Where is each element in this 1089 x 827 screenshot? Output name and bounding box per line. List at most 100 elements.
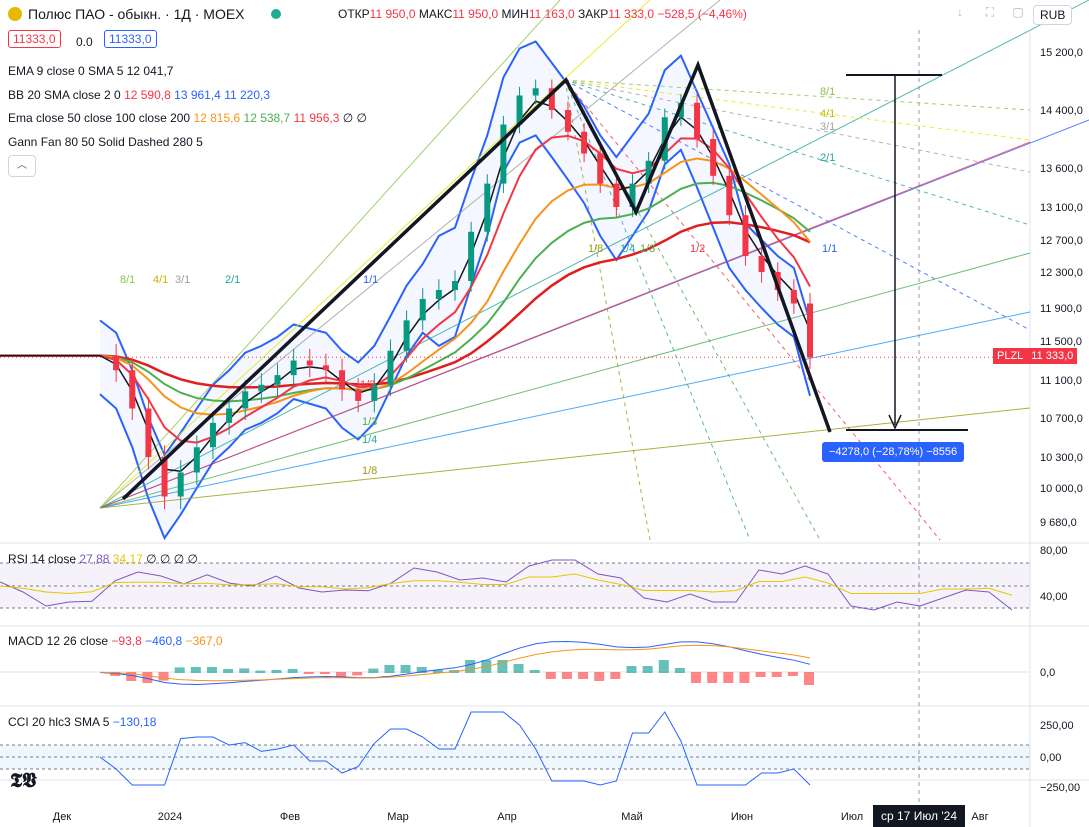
- macd-hist-bar: [126, 672, 137, 681]
- price-axis-label: 10 000,0: [1040, 483, 1083, 495]
- candle-body: [645, 160, 652, 184]
- candle-body: [306, 360, 313, 366]
- ema100-line: [0, 181, 811, 403]
- candle-body: [209, 422, 216, 448]
- rsi-axis-label: 80,00: [1040, 545, 1068, 557]
- tradingview-logo-icon: 𝕿𝖁: [10, 770, 37, 792]
- symbol-name: Полюс ПАО - обыкн. · 1Д · MOEX: [28, 6, 245, 22]
- spread-value: 0.0: [76, 35, 93, 49]
- indicator-gann[interactable]: Gann Fan 80 50 Solid Dashed 280 5: [8, 135, 203, 149]
- macd-hist-bar: [432, 670, 443, 673]
- price-box[interactable]: 11333,0: [8, 30, 61, 48]
- candle-body: [193, 447, 200, 473]
- macd-legend[interactable]: MACD 12 26 close −93,8 −460,8 −367,0: [8, 634, 223, 648]
- gann-fan-line: [99, 0, 651, 509]
- price-axis-label: 13 600,0: [1040, 163, 1083, 175]
- currency-select[interactable]: RUB: [1033, 5, 1073, 25]
- bb-basis-line: [0, 134, 811, 444]
- gann-label: 1/1: [822, 243, 837, 255]
- macd-hist-bar: [223, 669, 234, 673]
- candle-body: [564, 110, 571, 132]
- indicator-ema3[interactable]: Ema close 50 close 100 close 200 12 815,…: [8, 111, 367, 125]
- cci-axis-label: 0,00: [1040, 752, 1061, 764]
- gann-fan-line: [99, 0, 561, 509]
- price-axis-label: 12 700,0: [1040, 235, 1083, 247]
- candle-body: [242, 391, 249, 409]
- indicator-ema[interactable]: EMA 9 close 0 SMA 5 12 041,7: [8, 64, 174, 78]
- gann-label: 2/1: [225, 274, 240, 286]
- candle-body: [435, 290, 442, 299]
- gann-fan-dashed-line: [564, 79, 1031, 111]
- ema50-line: [0, 157, 811, 416]
- gann-label: 3/1: [820, 121, 835, 133]
- download-icon[interactable]: ↓: [957, 5, 963, 19]
- macd-hist-bar: [691, 672, 702, 683]
- time-axis-label: Дек: [53, 811, 72, 823]
- macd-hist-bar: [723, 672, 734, 683]
- macd-hist-bar: [804, 672, 814, 685]
- time-axis-label: Фев: [280, 811, 300, 823]
- time-axis-label: Май: [621, 811, 643, 823]
- layout-icon[interactable]: ▢: [1012, 5, 1024, 19]
- macd-hist-bar: [368, 668, 379, 673]
- price-axis-label: 10 700,0: [1040, 413, 1083, 425]
- symbol-title[interactable]: Полюс ПАО - обыкн. · 1Д · MOEX: [8, 6, 281, 22]
- macd-hist-bar: [239, 668, 250, 673]
- ohlc-values: ОТКР11 950,0 МАКС11 950,0 МИН11 163,0 ЗА…: [338, 7, 747, 21]
- macd-hist-bar: [142, 672, 153, 683]
- macd-line: [99, 640, 811, 685]
- gann-label: 1/2: [690, 243, 705, 255]
- rsi-sma-line: [0, 573, 1013, 596]
- time-axis-label: Мар: [387, 811, 409, 823]
- macd-hist-bar: [319, 672, 330, 674]
- candle-body: [387, 350, 394, 385]
- last-price-label: PLZL 11 333,0: [993, 348, 1078, 364]
- macd-hist-bar: [287, 669, 298, 673]
- price-box-2[interactable]: 11333,0: [104, 30, 157, 48]
- collapse-legend-button[interactable]: ︿: [8, 155, 36, 177]
- macd-hist-bar: [384, 665, 395, 673]
- candle-body: [339, 370, 346, 390]
- fullscreen-icon[interactable]: ⛶: [985, 5, 995, 19]
- macd-hist-bar: [303, 672, 314, 674]
- candle-body: [322, 365, 329, 371]
- time-axis-label: Авг: [971, 811, 988, 823]
- macd-hist-bar: [626, 666, 637, 673]
- gann-label: 8/1: [120, 274, 135, 286]
- macd-hist-bar: [739, 672, 750, 683]
- candle-body: [113, 355, 120, 371]
- gann-label: 4/1: [820, 108, 835, 120]
- candle-body: [274, 375, 281, 385]
- cci-legend[interactable]: CCI 20 hlc3 SMA 5 −130,18: [8, 715, 157, 729]
- macd-hist-bar: [658, 660, 669, 673]
- gann-fan-dashed-line: [564, 79, 941, 541]
- cci-axis-label: 250,00: [1040, 720, 1074, 732]
- candle-body: [129, 370, 136, 409]
- indicator-bb[interactable]: BB 20 SMA close 2 0 12 590,8 13 961,4 11…: [8, 88, 271, 102]
- time-axis-label: Апр: [497, 811, 516, 823]
- gann-label: 4/1: [153, 274, 168, 286]
- ema200-line: [0, 220, 811, 389]
- rsi-legend[interactable]: RSI 14 close 27,88 34,17 ∅ ∅ ∅ ∅: [8, 552, 198, 566]
- candle-body: [661, 117, 668, 161]
- candle-body: [807, 303, 813, 358]
- gann-fan-dashed-line: [564, 79, 1031, 141]
- gann-label: 8/1: [820, 86, 835, 98]
- price-axis-label: 11 100,0: [1040, 375, 1082, 387]
- macd-hist-bar: [610, 672, 621, 679]
- gann-fan-line: [99, 141, 1031, 509]
- macd-hist-bar: [787, 672, 798, 676]
- rsi-line: [0, 559, 1013, 611]
- candle-body: [355, 389, 362, 401]
- candle-body: [500, 124, 507, 184]
- gann-label: 2/1: [820, 152, 835, 164]
- macd-hist-bar: [271, 670, 282, 673]
- macd-hist-bar: [513, 664, 524, 673]
- gann-label: 1/3: [362, 416, 377, 428]
- macd-hist-bar: [255, 670, 266, 673]
- macd-signal-line: [99, 644, 811, 682]
- gann-label: 1/1: [363, 274, 378, 286]
- candle-body: [613, 183, 620, 207]
- candle-body: [758, 256, 765, 272]
